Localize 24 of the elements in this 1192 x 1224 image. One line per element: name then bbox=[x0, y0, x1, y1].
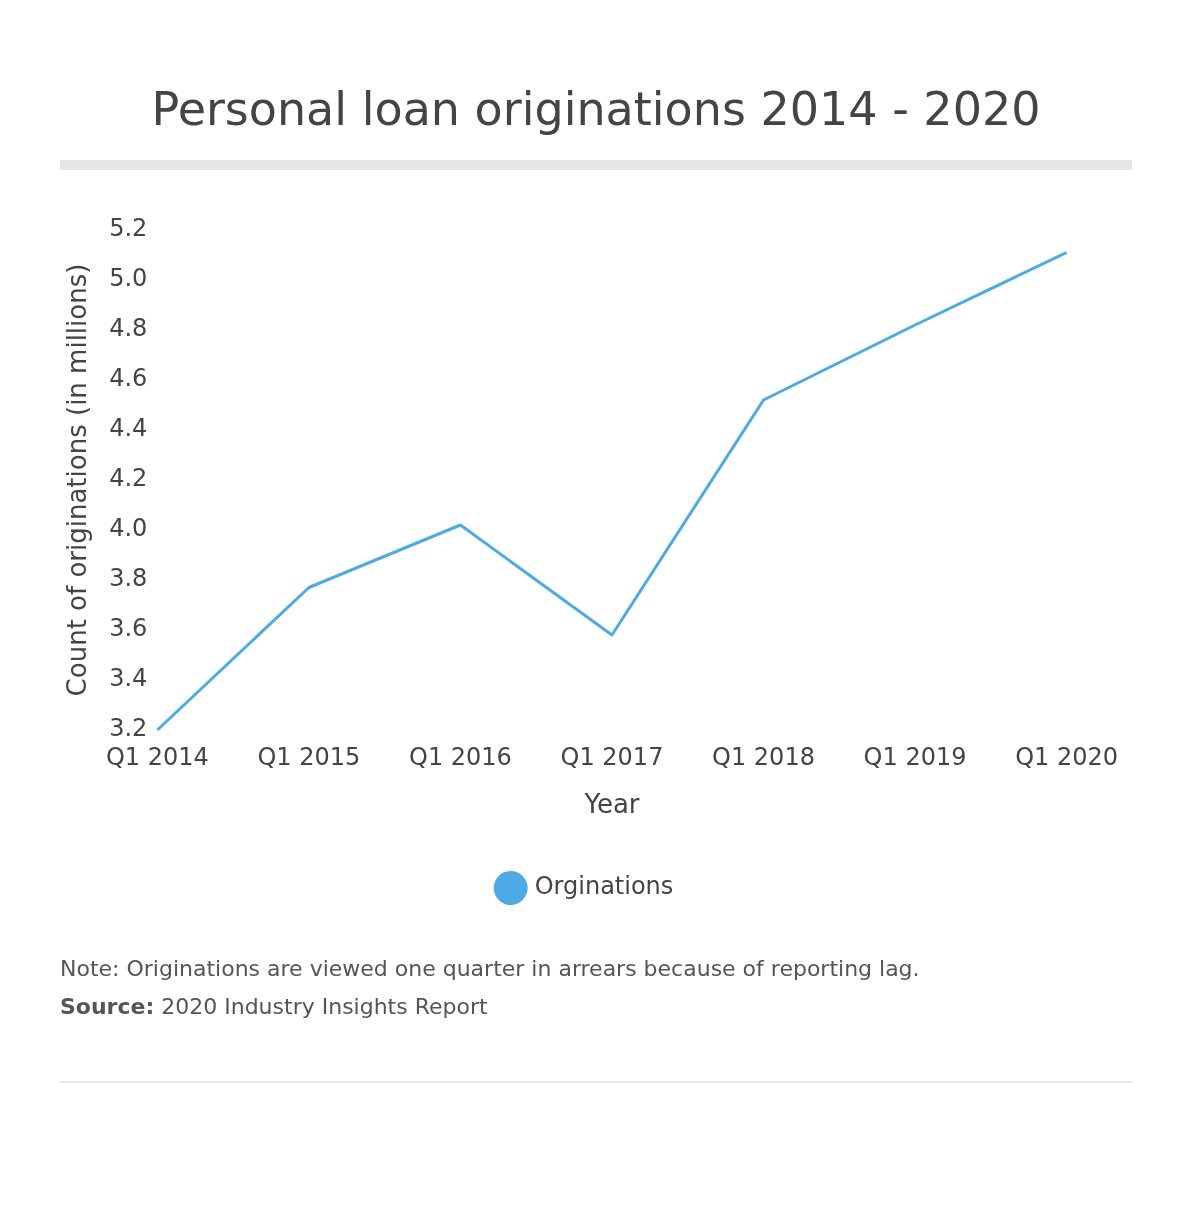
y-tick-label: 4.2 bbox=[109, 464, 148, 493]
y-tick-label: 4.6 bbox=[109, 364, 148, 393]
x-tick-label: Q1 2017 bbox=[560, 742, 664, 771]
text: Note: Originations are viewed one quarter in arrears because of reporting lag. bbox=[60, 955, 920, 983]
y-tick-label: 4.0 bbox=[109, 514, 148, 543]
x-axis-title: Year bbox=[583, 789, 640, 820]
y-tick-label: 4.4 bbox=[109, 414, 148, 443]
chart-title: Personal loan originations 2014 - 2020 bbox=[150, 82, 1042, 136]
x-tick-label: Q1 2020 bbox=[1015, 742, 1118, 771]
x-tick-label: Q1 2019 bbox=[863, 742, 967, 771]
x-tick-label: Q1 2015 bbox=[257, 742, 361, 771]
y-axis-title: Count of originations (in millions) bbox=[62, 263, 93, 697]
x-tick-label: Q1 2016 bbox=[409, 742, 512, 771]
y-tick-label: 4.8 bbox=[109, 314, 148, 343]
x-tick-label: Q1 2018 bbox=[712, 742, 815, 771]
x-tick-label: Q1 2014 bbox=[105, 742, 209, 771]
legend-label: Orginations bbox=[534, 872, 674, 901]
y-tick-label: 3.2 bbox=[109, 714, 148, 743]
source-note: Source: 2020 Industry Insights Report bbox=[60, 993, 489, 1021]
y-tick-label: 3.8 bbox=[109, 564, 148, 593]
y-tick-label: 5.0 bbox=[109, 264, 148, 293]
y-tick-label: 3.6 bbox=[109, 614, 148, 643]
y-tick-label: 5.2 bbox=[109, 214, 148, 243]
y-tick-label: 3.4 bbox=[109, 664, 148, 693]
